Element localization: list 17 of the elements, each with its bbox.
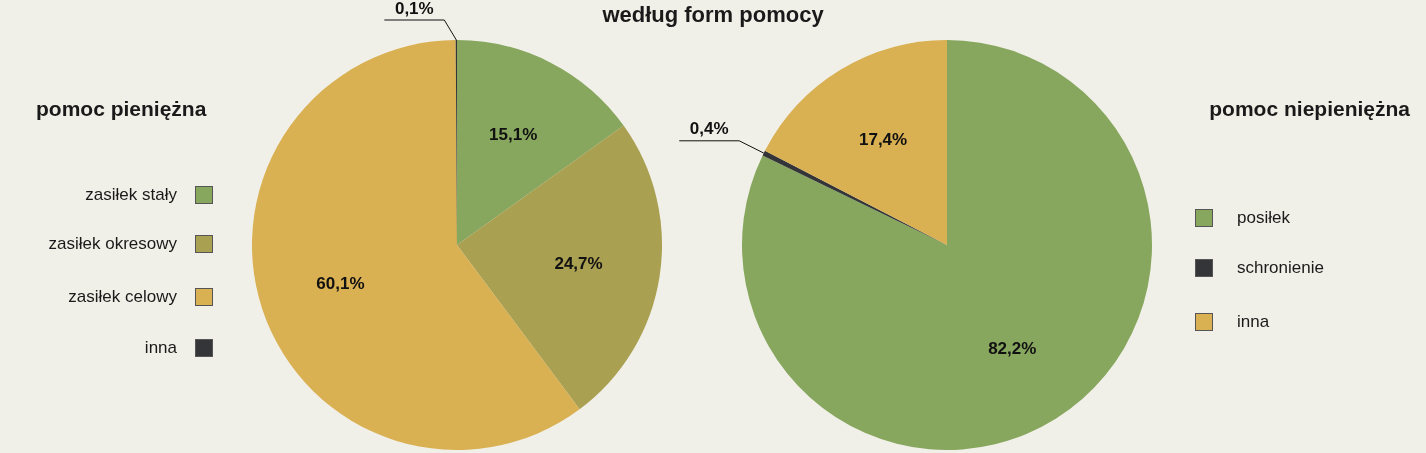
legend-label: zasiłek stały bbox=[85, 185, 177, 205]
legend-label: posiłek bbox=[1237, 208, 1290, 228]
data-label: 15,1% bbox=[489, 125, 538, 145]
data-label: 24,7% bbox=[554, 253, 603, 273]
text: pomoc pieniężna bbox=[36, 97, 207, 121]
data-label: 17,4% bbox=[858, 129, 908, 149]
legend-label: zasiłek okresowy bbox=[48, 234, 177, 254]
legend-label: inna bbox=[144, 338, 177, 358]
data-label: 0,1% bbox=[394, 0, 434, 18]
legend-label: inna bbox=[1237, 312, 1270, 332]
data-label: 0,4% bbox=[689, 119, 729, 139]
text: według form pomocy bbox=[602, 2, 824, 27]
text: pomoc niepieniężna bbox=[1209, 97, 1410, 121]
legend-label: schronienie bbox=[1237, 258, 1324, 278]
data-label: 60,1% bbox=[316, 273, 365, 293]
legend-label: zasiłek celowy bbox=[68, 287, 177, 307]
data-label: 82,2% bbox=[988, 338, 1037, 358]
